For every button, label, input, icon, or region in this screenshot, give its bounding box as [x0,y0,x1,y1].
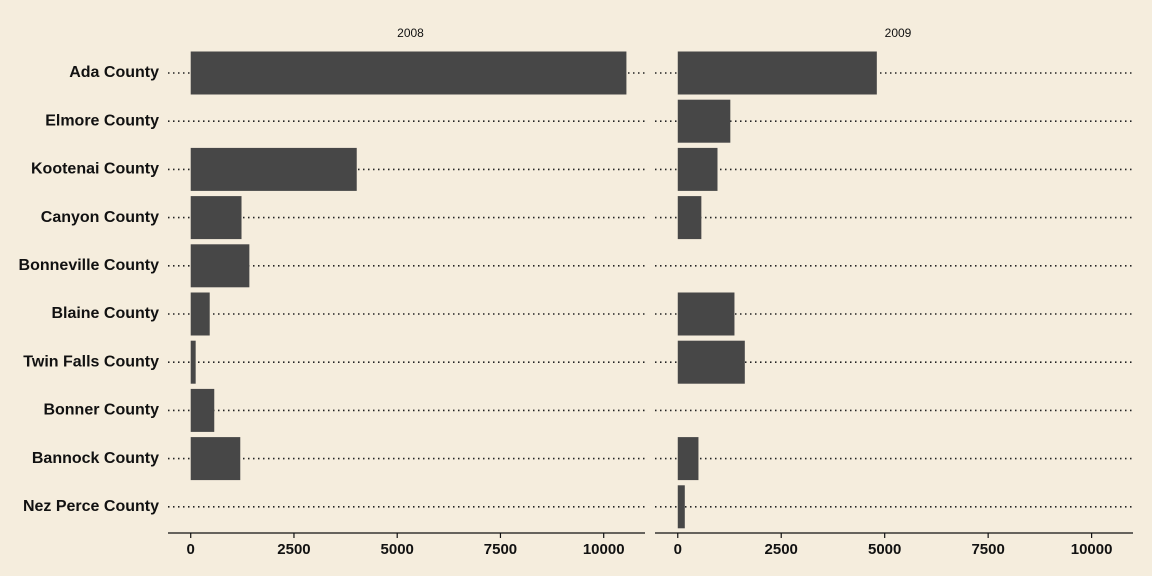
facet-panels: 2008 0 2500 5000 7500 10000 2009 0 2500 5000 7500 1… [168,26,1133,558]
bar [677,51,877,95]
category-labels: Ada County Elmore County Kootenai County Ca… [19,64,160,515]
x-tick-label: 5000 [381,541,414,558]
facet-title: 2008 [397,26,424,40]
category-label: Canyon County [41,209,159,226]
x-tick-label: 7500 [971,541,1004,558]
bar [677,292,735,336]
bar [190,388,215,432]
bar [677,485,685,529]
category-label: Ada County [69,64,159,81]
category-label: Bonneville County [19,257,160,274]
bar [190,196,242,240]
bar [677,340,745,384]
x-tick-label: 2500 [765,541,798,558]
x-tick-label: 7500 [484,541,517,558]
x-tick-label: 10000 [583,541,625,558]
x-tick-label: 0 [187,541,195,558]
x-tick-label: 0 [674,541,682,558]
category-label: Blaine County [51,305,159,322]
facet-panel-2009: 2009 0 2500 5000 7500 10000 [655,26,1133,558]
x-tick-label: 2500 [277,541,310,558]
facet-panel-2008: 2008 0 2500 5000 7500 10000 [168,26,645,558]
bar [190,437,241,481]
category-label: Elmore County [45,112,159,129]
x-tick-label: 5000 [868,541,901,558]
bar [677,437,699,481]
category-label: Nez Perce County [23,498,159,515]
category-label: Twin Falls County [23,353,159,370]
bar [677,196,702,240]
bar [677,99,731,143]
facet-title: 2009 [885,26,912,40]
bar [190,51,627,95]
category-label: Kootenai County [31,161,159,178]
bar [190,340,196,384]
category-label: Bannock County [32,450,159,467]
bar [190,292,210,336]
bar [190,147,357,191]
bar [190,244,250,288]
bar [677,147,718,191]
x-tick-label: 10000 [1071,541,1113,558]
category-label: Bonner County [43,402,159,419]
